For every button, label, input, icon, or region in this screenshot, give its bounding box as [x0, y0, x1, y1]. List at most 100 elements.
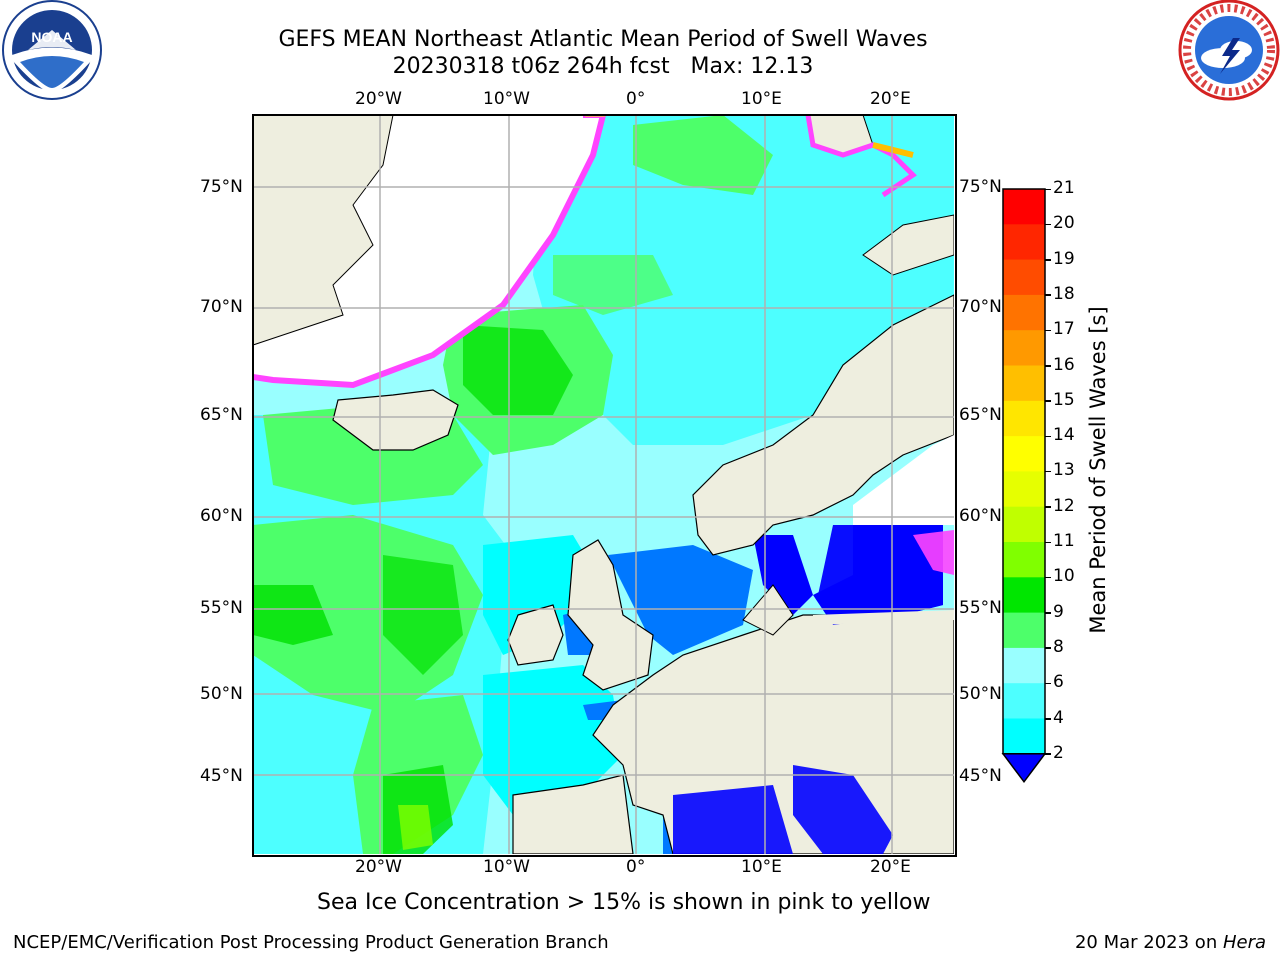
colorbar-tick-label: 21	[1053, 178, 1075, 198]
max-swell-spot	[398, 805, 433, 850]
denmark	[742, 584, 794, 636]
colorbar-tick-label: 2	[1053, 742, 1064, 763]
colorbar-tick-mark	[1045, 470, 1051, 473]
colorbar-tick-mark	[1045, 647, 1051, 649]
lat-label-left: 75°N	[200, 177, 243, 197]
colorbar-tick-mark	[1045, 294, 1051, 296]
colorbar-band	[1003, 330, 1045, 366]
great-britain	[567, 539, 654, 691]
gulf-of-bothnia	[853, 435, 954, 525]
lon-label-top: 10°E	[741, 89, 782, 109]
colorbar-tick-label: 9	[1053, 601, 1064, 622]
colorbar-band	[1003, 718, 1045, 755]
lon-label-bottom: 20°W	[355, 857, 402, 877]
lon-label-bottom: 10°W	[483, 857, 530, 877]
colorbar-tick-label: 13	[1053, 460, 1075, 481]
colorbar-tick-label: 19	[1053, 248, 1075, 269]
footer-host: Hera	[1222, 932, 1266, 953]
colorbar-label: Mean Period of Swell Waves [s]	[1086, 306, 1110, 634]
ocean-biscay	[483, 665, 623, 815]
colorbar-tick-mark	[1045, 329, 1051, 332]
lat-label-right: 75°N	[959, 177, 1002, 197]
footer-date-text: 20 Mar 2023 on	[1074, 932, 1223, 953]
scandinavia	[692, 294, 954, 556]
colorbar-tick-label: 16	[1053, 354, 1075, 375]
lat-label-left: 60°N	[200, 506, 243, 526]
lon-label-top: 10°W	[483, 89, 530, 109]
lon-label-bottom: 10°E	[741, 857, 782, 877]
lon-label-top: 0°	[626, 89, 646, 109]
sea-ice-caption: Sea Ice Concentration > 15% is shown in …	[317, 890, 931, 915]
noaa-logo-text: NOAA	[31, 29, 72, 45]
chart-title: GEFS MEAN Northeast Atlantic Mean Period…	[278, 27, 928, 52]
colorbar-tick-mark	[1045, 188, 1051, 190]
lat-label-left: 45°N	[200, 766, 243, 786]
colorbar-tick-mark	[1045, 541, 1051, 543]
colorbar-band	[1003, 577, 1045, 614]
colorbar-band	[1003, 647, 1045, 684]
lat-label-right: 65°N	[959, 405, 1002, 425]
lat-label-right: 50°N	[959, 684, 1002, 704]
colorbar-band	[1003, 683, 1045, 719]
graticule	[253, 115, 954, 854]
lat-label-right: 55°N	[959, 598, 1002, 618]
lat-label-right: 45°N	[959, 766, 1002, 786]
colorbar-tick-mark	[1045, 259, 1051, 261]
colorbar-band	[1003, 189, 1045, 225]
colorbar-band	[1003, 224, 1045, 261]
lon-label-bottom: 20°E	[870, 857, 911, 877]
lat-label-left: 65°N	[200, 405, 243, 425]
lat-label-right: 70°N	[959, 297, 1002, 317]
colorbar-tick-label: 8	[1053, 636, 1064, 657]
colorbar-band	[1003, 259, 1045, 296]
lat-label-right: 60°N	[959, 506, 1002, 526]
colorbar-tick-mark	[1045, 612, 1051, 614]
colorbar-tick-label: 15	[1053, 389, 1075, 410]
colorbar-tick-mark	[1045, 753, 1051, 755]
colorbar-band	[1003, 506, 1045, 543]
colorbar-tick-mark	[1045, 576, 1051, 579]
green-area-barents	[633, 115, 773, 195]
swell-period-map	[253, 115, 954, 854]
chart-subtitle: 20230318 t06z 264h fcst Max: 12.13	[392, 54, 814, 79]
colorbar	[1000, 187, 1050, 787]
lat-label-left: 70°N	[200, 297, 243, 317]
colorbar-tick-label: 10	[1053, 566, 1075, 587]
noaa-logo: NOAA	[0, 0, 104, 104]
colorbar-tick-mark	[1045, 365, 1051, 367]
colorbar-graphic	[1001, 188, 1047, 784]
colorbar-tick-label: 4	[1053, 707, 1064, 728]
nws-logo	[1178, 0, 1280, 102]
colorbar-band	[1003, 436, 1045, 472]
footer-date: 20 Mar 2023 on Hera	[1075, 932, 1266, 953]
colorbar-tick-label: 14	[1053, 425, 1075, 446]
lon-label-top: 20°W	[355, 89, 402, 109]
colorbar-tick-label: 17	[1053, 319, 1075, 340]
footer-credit: NCEP/EMC/Verification Post Processing Pr…	[13, 932, 609, 953]
lat-label-left: 55°N	[200, 598, 243, 618]
lon-label-bottom: 0°	[626, 857, 646, 877]
colorbar-tick-label: 18	[1053, 283, 1075, 304]
sea-ice-edge-greenland	[253, 115, 607, 389]
colorbar-tick-mark	[1045, 223, 1051, 226]
colorbar-tick-mark	[1045, 400, 1051, 402]
colorbar-tick-mark	[1045, 435, 1051, 438]
colorbar-tick-label: 11	[1053, 531, 1075, 551]
ireland	[507, 604, 564, 666]
lat-label-left: 50°N	[200, 684, 243, 704]
colorbar-band	[1003, 365, 1045, 402]
kattegat-swell	[753, 535, 813, 615]
colorbar-band	[1003, 294, 1045, 331]
colorbar-tick-mark	[1045, 718, 1051, 720]
colorbar-tick-label: 12	[1053, 495, 1075, 516]
iberia	[512, 774, 634, 854]
colorbar-band	[1003, 471, 1045, 508]
greenland-land	[253, 115, 394, 346]
colorbar-band	[1003, 400, 1045, 437]
colorbar-band	[1003, 612, 1045, 649]
colorbar-band	[1003, 542, 1045, 578]
lon-label-top: 20°E	[870, 89, 911, 109]
colorbar-tick-label: 6	[1053, 672, 1064, 693]
north-sea-swell	[608, 545, 753, 655]
colorbar-extend-arrow	[1001, 753, 1047, 784]
